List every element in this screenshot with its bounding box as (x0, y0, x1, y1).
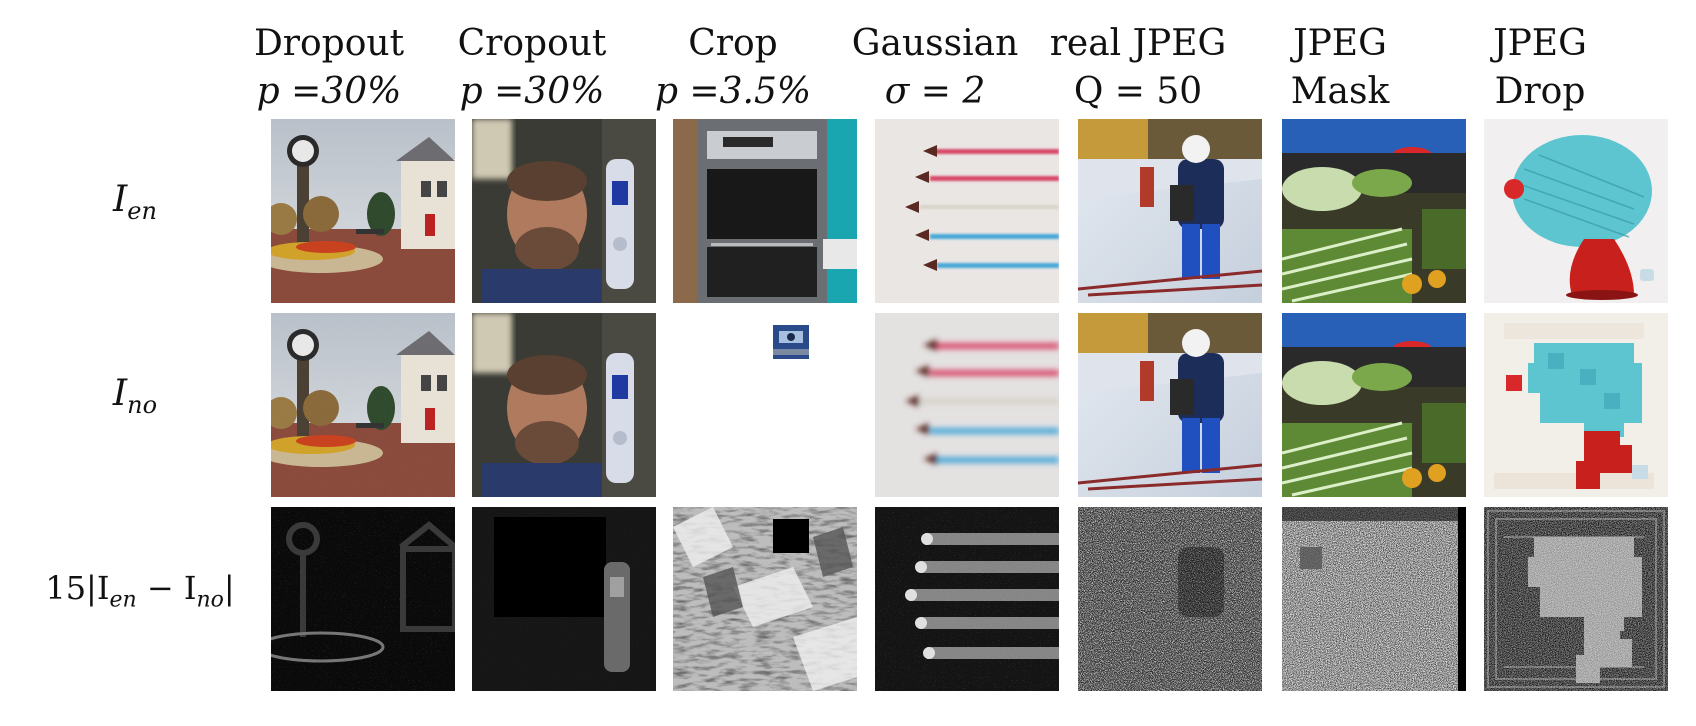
label-subscript: en (109, 587, 137, 613)
diff-map-real-jpeg (1078, 507, 1262, 691)
column-header-jpeg-mask: JPEG Mask (1245, 20, 1435, 116)
column-header-crop: Crop p =3.5% (638, 20, 828, 116)
column-header-cropout: Cropout p =30% (437, 20, 627, 116)
label-mid: − I (136, 569, 197, 607)
image-encoded-dropout (271, 119, 455, 303)
label-subscript: no (196, 587, 224, 613)
image-noised-jpeg-mask (1282, 313, 1466, 497)
column-param: Drop (1494, 71, 1586, 112)
column-title: real JPEG (1049, 23, 1227, 64)
column-title: Gaussian (851, 23, 1019, 64)
image-encoded-cropout (472, 119, 656, 303)
column-header-gaussian: Gaussian σ = 2 (840, 20, 1030, 116)
column-title: JPEG (1493, 23, 1587, 64)
diff-map-dropout (271, 507, 455, 691)
column-header-jpeg-drop: JPEG Drop (1445, 20, 1635, 116)
label-suffix: | (223, 569, 235, 607)
label-main: I (112, 373, 128, 414)
label-subscript: no (127, 391, 158, 420)
image-noised-gaussian (875, 313, 1059, 497)
row-label-difference: 15|Ien − Ino| (20, 568, 260, 620)
column-header-dropout: Dropout p =30% (234, 20, 424, 116)
image-encoded-gaussian (875, 119, 1059, 303)
column-title: JPEG (1293, 23, 1387, 64)
image-encoded-jpeg-mask (1282, 119, 1466, 303)
image-noised-dropout (271, 313, 455, 497)
image-noised-cropout (472, 313, 656, 497)
column-param: p =3.5% (654, 71, 812, 112)
column-param: Q = 50 (1073, 71, 1203, 112)
image-encoded-crop (673, 119, 857, 303)
column-param: Mask (1290, 71, 1390, 112)
diff-map-cropout (472, 507, 656, 691)
row-label-encoded: Ien (0, 180, 270, 231)
image-encoded-jpeg-drop (1484, 119, 1668, 303)
label-prefix: 15|I (45, 569, 110, 607)
column-header-real-jpeg: real JPEG Q = 50 (1043, 20, 1233, 116)
image-noised-crop (673, 313, 857, 497)
label-main: I (113, 179, 128, 220)
diff-map-gaussian (875, 507, 1059, 691)
column-param: p =30% (256, 71, 402, 112)
row-label-noised: Ino (0, 374, 270, 425)
column-title: Crop (688, 23, 778, 64)
column-title: Cropout (457, 23, 607, 64)
image-noised-real-jpeg (1078, 313, 1262, 497)
image-encoded-real-jpeg (1078, 119, 1262, 303)
label-subscript: en (127, 197, 157, 226)
diff-map-jpeg-mask (1282, 507, 1466, 691)
diff-map-crop (673, 507, 857, 691)
column-title: Dropout (253, 23, 405, 64)
diff-map-jpeg-drop (1484, 507, 1668, 691)
column-param: p =30% (459, 71, 605, 112)
image-noised-jpeg-drop (1484, 313, 1668, 497)
column-param: σ = 2 (884, 71, 986, 112)
